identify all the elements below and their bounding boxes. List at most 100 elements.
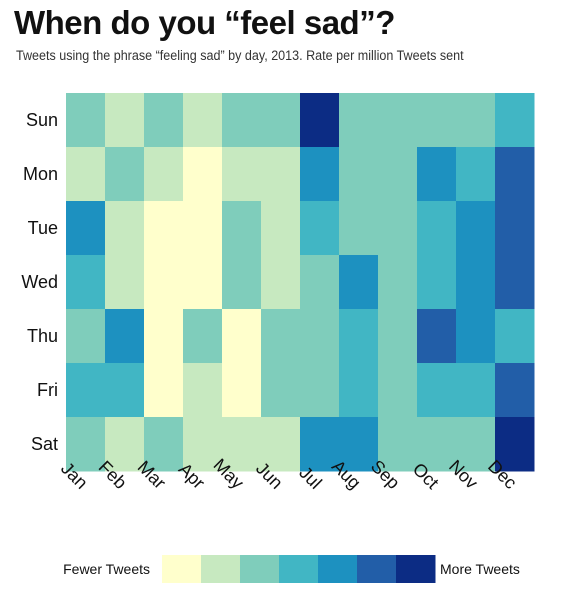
heatmap-cell-mon-apr — [183, 147, 223, 202]
y-label-wed: Wed — [21, 272, 58, 292]
heatmap-cell-thu-mar — [144, 309, 184, 364]
chart-title: When do you “feel sad”? — [14, 4, 395, 41]
heatmap-cell-mon-jul — [300, 147, 340, 202]
heatmap-cell-thu-jun — [261, 309, 301, 364]
heatmap-cell-sat-jan — [66, 417, 106, 472]
heatmap-cell-mon-may — [222, 147, 262, 202]
heatmap-cell-sat-feb — [105, 417, 145, 472]
heatmap-cell-sun-jul — [300, 93, 340, 148]
heatmap-cell-fri-mar — [144, 363, 184, 418]
heatmap-cell-thu-jul — [300, 309, 340, 364]
heatmap-cell-wed-jun — [261, 255, 301, 310]
legend-low-label: Fewer Tweets — [63, 561, 150, 577]
heatmap-cell-mon-oct — [417, 147, 457, 202]
y-label-mon: Mon — [23, 164, 58, 184]
heatmap-cell-tue-oct — [417, 201, 457, 256]
legend-swatch-6 — [396, 555, 436, 583]
y-label-fri: Fri — [37, 380, 58, 400]
heatmap-cell-tue-nov — [456, 201, 496, 256]
heatmap-cell-thu-aug — [339, 309, 379, 364]
heatmap-cell-fri-sep — [378, 363, 418, 418]
heatmap-cell-sat-mar — [144, 417, 184, 472]
heatmap-cell-tue-apr — [183, 201, 223, 256]
heatmap-cell-wed-sep — [378, 255, 418, 310]
heatmap-cell-wed-aug — [339, 255, 379, 310]
legend-swatch-4 — [318, 555, 358, 583]
heatmap-cell-wed-feb — [105, 255, 145, 310]
heatmap-cells — [66, 93, 535, 472]
y-label-tue: Tue — [28, 218, 58, 238]
legend-swatch-5 — [357, 555, 397, 583]
heatmap-cell-thu-dec — [495, 309, 535, 364]
legend-swatch-2 — [240, 555, 280, 583]
heatmap-cell-sun-sep — [378, 93, 418, 148]
heatmap-cell-sun-aug — [339, 93, 379, 148]
heatmap-cell-fri-jul — [300, 363, 340, 418]
heatmap-cell-wed-oct — [417, 255, 457, 310]
heatmap-cell-tue-jan — [66, 201, 106, 256]
heatmap-cell-tue-feb — [105, 201, 145, 256]
heatmap-cell-sat-may — [222, 417, 262, 472]
heatmap-cell-sun-oct — [417, 93, 457, 148]
heatmap-cell-sun-apr — [183, 93, 223, 148]
heatmap-cell-wed-jul — [300, 255, 340, 310]
heatmap-cell-thu-sep — [378, 309, 418, 364]
heatmap-cell-tue-jun — [261, 201, 301, 256]
heatmap-cell-sun-jan — [66, 93, 106, 148]
heatmap-cell-fri-feb — [105, 363, 145, 418]
heatmap-cell-sat-sep — [378, 417, 418, 472]
heatmap-cell-mon-aug — [339, 147, 379, 202]
heatmap-cell-mon-nov — [456, 147, 496, 202]
heatmap-cell-fri-nov — [456, 363, 496, 418]
heatmap-cell-wed-apr — [183, 255, 223, 310]
heatmap-cell-sat-jul — [300, 417, 340, 472]
heatmap-cell-sat-oct — [417, 417, 457, 472]
heatmap-cell-fri-aug — [339, 363, 379, 418]
heatmap-cell-tue-sep — [378, 201, 418, 256]
legend-high-label: More Tweets — [440, 561, 520, 577]
heatmap-cell-sat-dec — [495, 417, 535, 472]
heatmap-cell-fri-oct — [417, 363, 457, 418]
heatmap-cell-tue-jul — [300, 201, 340, 256]
y-axis-labels: Sun Mon Tue Wed Thu Fri Sat — [21, 110, 58, 454]
heatmap-cell-thu-nov — [456, 309, 496, 364]
heatmap-cell-sun-nov — [456, 93, 496, 148]
heatmap-cell-wed-nov — [456, 255, 496, 310]
heatmap-cell-fri-jun — [261, 363, 301, 418]
heatmap-cell-fri-jan — [66, 363, 106, 418]
heatmap-cell-fri-may — [222, 363, 262, 418]
heatmap-cell-sun-feb — [105, 93, 145, 148]
y-label-sat: Sat — [31, 434, 58, 454]
heatmap-cell-tue-mar — [144, 201, 184, 256]
heatmap-cell-sun-jun — [261, 93, 301, 148]
heatmap-cell-fri-apr — [183, 363, 223, 418]
heatmap-cell-mon-jun — [261, 147, 301, 202]
heatmap-cell-sat-apr — [183, 417, 223, 472]
heatmap-cell-tue-dec — [495, 201, 535, 256]
heatmap-cell-thu-oct — [417, 309, 457, 364]
legend: Fewer Tweets More Tweets — [63, 555, 520, 583]
heatmap-cell-wed-may — [222, 255, 262, 310]
heatmap-cell-mon-jan — [66, 147, 106, 202]
heatmap-cell-mon-feb — [105, 147, 145, 202]
heatmap-cell-tue-aug — [339, 201, 379, 256]
y-label-thu: Thu — [27, 326, 58, 346]
heatmap-cell-thu-jan — [66, 309, 106, 364]
heatmap-cell-wed-dec — [495, 255, 535, 310]
heatmap-cell-wed-mar — [144, 255, 184, 310]
heatmap-cell-wed-jan — [66, 255, 106, 310]
legend-swatch-0 — [162, 555, 202, 583]
heatmap-cell-sat-jun — [261, 417, 301, 472]
heatmap-cell-sat-aug — [339, 417, 379, 472]
legend-swatches — [162, 555, 436, 583]
legend-swatch-1 — [201, 555, 241, 583]
heatmap-cell-thu-apr — [183, 309, 223, 364]
heatmap-cell-sun-dec — [495, 93, 535, 148]
heatmap-cell-thu-feb — [105, 309, 145, 364]
heatmap-cell-thu-may — [222, 309, 262, 364]
chart-subtitle: Tweets using the phrase “feeling sad” by… — [16, 48, 464, 63]
heatmap-cell-mon-dec — [495, 147, 535, 202]
y-label-sun: Sun — [26, 110, 58, 130]
heatmap-cell-mon-mar — [144, 147, 184, 202]
